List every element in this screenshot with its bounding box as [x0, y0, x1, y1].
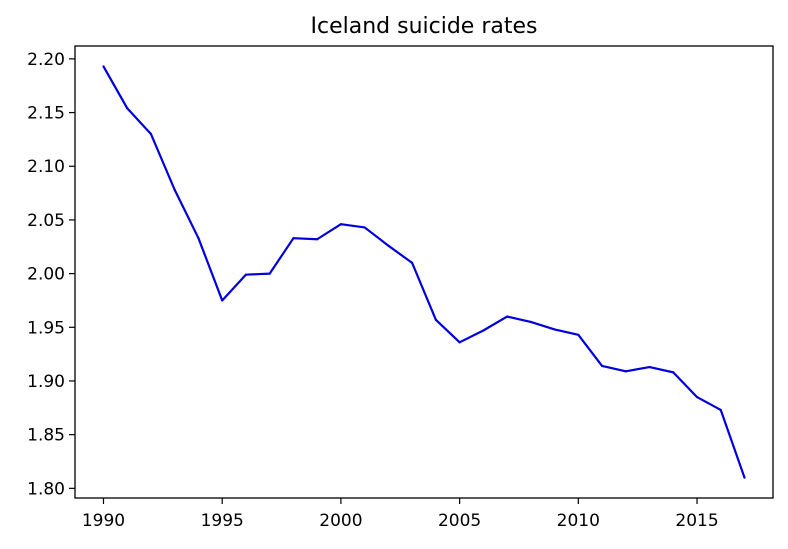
x-tick-label: 2005 — [438, 511, 481, 531]
y-tick-label: 2.00 — [27, 265, 65, 285]
data-point — [529, 320, 532, 324]
x-tick-label: 1990 — [82, 511, 125, 531]
y-tick-label: 2.10 — [27, 157, 65, 177]
data-point — [197, 237, 200, 240]
x-tick-label: 2010 — [557, 511, 600, 531]
data-point — [149, 132, 153, 136]
data-point — [600, 364, 604, 368]
x-tick-label: 2015 — [675, 511, 718, 531]
plot-area — [102, 65, 746, 479]
y-tick-label: 2.20 — [27, 50, 65, 70]
y-tick-label: 1.85 — [27, 426, 65, 446]
data-point — [411, 261, 414, 264]
data-point — [553, 328, 556, 331]
chart-title: Iceland suicide rates — [311, 14, 538, 39]
data-point — [221, 299, 224, 302]
y-tick-label: 1.95 — [27, 318, 65, 338]
data-point — [743, 476, 746, 479]
data-point — [316, 238, 319, 241]
data-point — [292, 237, 295, 240]
data-point — [719, 408, 722, 412]
series-line-0 — [102, 65, 746, 478]
y-tick-label: 2.15 — [27, 104, 65, 124]
data-point — [363, 226, 366, 229]
x-tick-label: 2000 — [319, 511, 362, 531]
data-point — [387, 244, 390, 247]
y-tick-label: 2.05 — [27, 211, 65, 231]
data-point — [624, 370, 627, 373]
data-point — [458, 341, 461, 344]
data-point — [268, 272, 271, 275]
data-point — [695, 395, 699, 399]
data-point — [648, 365, 651, 369]
axes-frame — [74, 45, 774, 499]
data-point — [244, 273, 248, 276]
x-tick-label: 1995 — [201, 511, 244, 531]
data-point — [577, 333, 580, 336]
data-point — [339, 223, 342, 226]
data-point — [672, 371, 675, 374]
data-point — [506, 315, 509, 318]
y-tick-label: 1.80 — [27, 479, 65, 499]
y-tick-label: 1.90 — [27, 372, 65, 392]
axes: 1990 1995 2000 2005 2010 2015 1.80 1.85 1.90 1.95… — [27, 45, 774, 531]
data-point — [102, 65, 105, 68]
data-point — [126, 107, 129, 110]
data-point — [173, 188, 176, 191]
data-point — [482, 329, 485, 332]
data-point — [434, 318, 437, 321]
